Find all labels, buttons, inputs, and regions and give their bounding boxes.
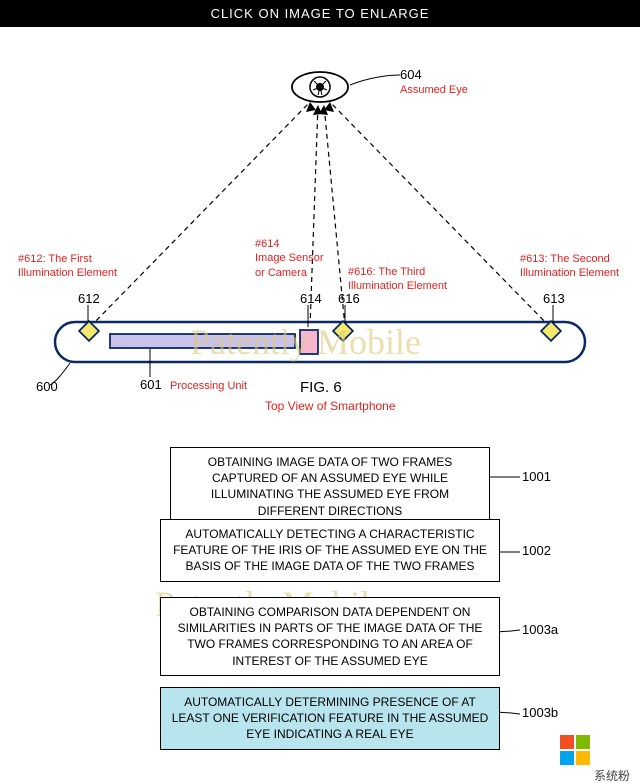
label-612: #612: The First Illumination Element xyxy=(18,252,117,281)
flow-1003b: AUTOMATICALLY DETERMINING PRESENCE OF AT… xyxy=(160,687,500,750)
fig-caption: FIG. 6 xyxy=(300,379,342,396)
num-613: 613 xyxy=(543,291,565,306)
flow-num-1001: 1001 xyxy=(522,469,551,484)
num-601: 601 xyxy=(140,377,162,392)
header-bar: CLICK ON IMAGE TO ENLARGE xyxy=(0,0,640,27)
header-text: CLICK ON IMAGE TO ENLARGE xyxy=(211,6,430,21)
logo-text: 系统粉 xyxy=(594,769,630,783)
num-604: 604 xyxy=(400,67,422,82)
eye-icon xyxy=(292,72,348,102)
flow-num-1002: 1002 xyxy=(522,543,551,558)
fig-subcaption: Top View of Smartphone xyxy=(265,399,396,415)
flow-1001: OBTAINING IMAGE DATA OF TWO FRAMES CAPTU… xyxy=(170,447,490,526)
flow-num-1003b: 1003b xyxy=(522,705,558,720)
label-613: #613: The Second Illumination Element xyxy=(520,252,619,281)
num-616: 616 xyxy=(338,291,360,306)
num-600: 600 xyxy=(36,379,58,394)
flow-num-1003a: 1003a xyxy=(522,622,558,637)
label-assumed-eye: Assumed Eye xyxy=(400,83,468,97)
figure-area[interactable]: 604 Assumed Eye #612: The First Illumina… xyxy=(0,27,640,767)
num-612: 612 xyxy=(78,291,100,306)
flow-1002: AUTOMATICALLY DETECTING A CHARACTERISTIC… xyxy=(160,519,500,582)
label-processing-unit: Processing Unit xyxy=(170,379,247,393)
corner-logo: 系统粉 xyxy=(598,745,634,763)
flow-1003a: OBTAINING COMPARISON DATA DEPENDENT ON S… xyxy=(160,597,500,676)
num-614: 614 xyxy=(300,291,322,306)
label-616: #616: The Third Illumination Element xyxy=(348,265,447,294)
label-614: #614 Image Sensor or Camera xyxy=(255,237,323,280)
